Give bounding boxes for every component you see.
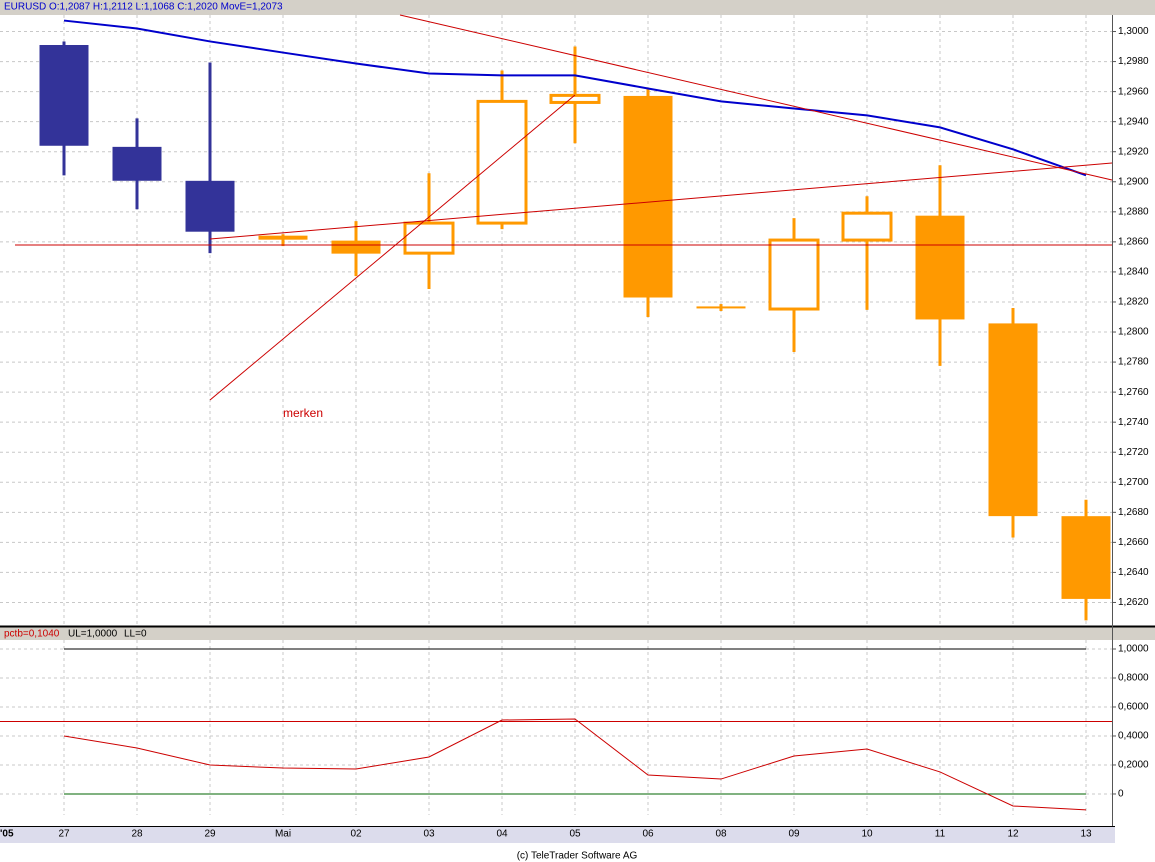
y-tick-label: 1,2760 (1118, 387, 1149, 398)
y-tick-label: 0,8000 (1118, 673, 1149, 684)
y-tick-label: 1,2780 (1118, 357, 1149, 368)
candle-body (768, 238, 820, 311)
header-bar (0, 626, 1155, 640)
candle-body (988, 323, 1038, 517)
candle-body (623, 95, 673, 298)
x-tick-label: 10 (861, 829, 873, 840)
x-tick-label: 28 (131, 829, 143, 840)
candle-body (185, 180, 235, 232)
header-bar (0, 0, 1155, 15)
chart-title: EURUSD O:1,2087 H:1,2112 L:1,1068 C:1,20… (4, 2, 283, 13)
annotation: merken (283, 406, 323, 420)
x-tick-label: 13 (1080, 829, 1092, 840)
y-tick-label: 1,2800 (1118, 327, 1149, 338)
candle-body (696, 306, 746, 309)
y-tick-label: 1,2920 (1118, 146, 1149, 157)
x-tick-label: 29 (204, 829, 216, 840)
trend-lines (15, 14, 1113, 401)
indicator-line (63, 718, 1087, 811)
x-tick-label: 03 (423, 829, 435, 840)
trend-line (399, 14, 1113, 181)
y-tick-label: 1,2640 (1118, 567, 1149, 578)
y-tick-label: 1,2740 (1118, 417, 1149, 428)
trend-line (209, 94, 576, 401)
trend-line (209, 162, 1113, 240)
x-tick-label: 06 (642, 829, 654, 840)
candle-body (112, 146, 162, 181)
y-tick-label: 1,2980 (1118, 56, 1149, 67)
y-tick-label: 1,2660 (1118, 537, 1149, 548)
y-tick-label: 0,6000 (1118, 702, 1149, 713)
x-axis-bar (0, 826, 1115, 843)
y-tick-label: 1,2860 (1118, 237, 1149, 248)
y-tick-label: 0,4000 (1118, 731, 1149, 742)
y-tick-label: 1,0000 (1118, 644, 1149, 655)
year-label: '05 (0, 829, 14, 840)
candle-body (476, 99, 528, 225)
x-tick-label: 27 (58, 829, 70, 840)
y-tick-label: 1,3000 (1118, 26, 1149, 37)
y-tick-label: 1,2880 (1118, 206, 1149, 217)
x-tick-label: 02 (350, 829, 362, 840)
moving-average-line (63, 19, 1087, 177)
candle-body (403, 221, 455, 255)
x-tick-label: 05 (569, 829, 581, 840)
y-tick-label: 1,2900 (1118, 176, 1149, 187)
x-tick-label: 09 (788, 829, 800, 840)
candle-body (331, 240, 381, 254)
y-tick-label: 1,2820 (1118, 297, 1149, 308)
y-tick-label: 0 (1118, 789, 1124, 800)
y-tick-label: 1,2620 (1118, 597, 1149, 608)
y-tick-label: 1,2940 (1118, 116, 1149, 127)
candle-body (915, 215, 965, 320)
lower-level-label: LL=0 (124, 629, 147, 640)
y-tick-label: 1,2700 (1118, 477, 1149, 488)
candle-body (841, 211, 893, 242)
x-tick-label: 11 (935, 829, 946, 840)
indicator-label: pctb=0,1040 (4, 629, 60, 640)
candle-body (549, 93, 601, 104)
x-tick-label: 08 (715, 829, 727, 840)
y-tick-label: 1,2680 (1118, 507, 1149, 518)
x-tick-label: Mai (275, 829, 291, 840)
x-tick-label: 04 (496, 829, 508, 840)
footer: (c) TeleTrader Software AG (517, 851, 638, 862)
marks: 27 28 29 Mai 02 03 04 05 06 08 09 10 11 12 13 1,2620 1,2… (0, 15, 1149, 840)
y-tick-label: 1,2960 (1118, 86, 1149, 97)
upper-level-label: UL=1,0000 (68, 629, 118, 640)
y-tick-label: 1,2720 (1118, 447, 1149, 458)
candle-body (1061, 516, 1111, 599)
y-tick-label: 0,2000 (1118, 760, 1149, 771)
candle-body (39, 45, 89, 146)
y-tick-label: 1,2840 (1118, 267, 1149, 278)
x-tick-label: 12 (1007, 829, 1019, 840)
candle-body (258, 235, 308, 240)
